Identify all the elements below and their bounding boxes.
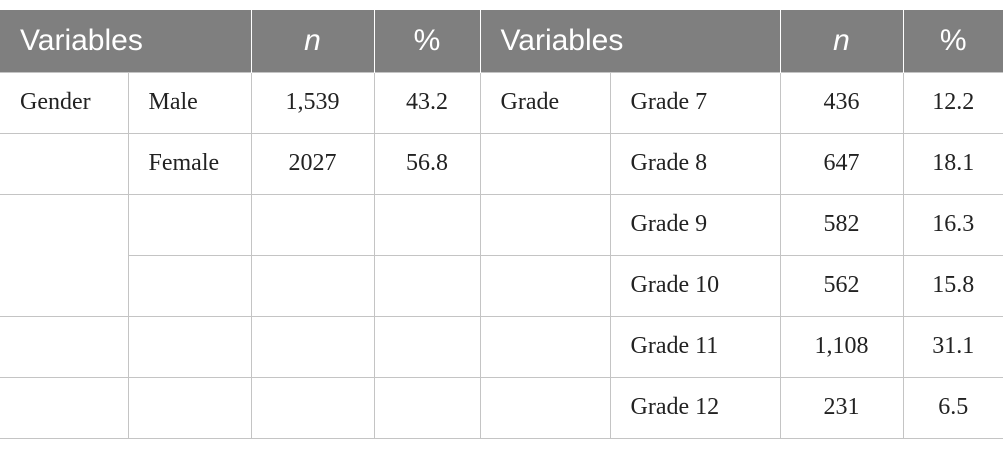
header-cell: % xyxy=(373,10,480,73)
table-cell: Male xyxy=(127,72,252,134)
table-cell xyxy=(250,377,375,439)
table-cell xyxy=(373,377,481,439)
table-cell xyxy=(0,133,129,195)
table-cell xyxy=(479,194,611,256)
table-cell: Gender xyxy=(0,72,129,134)
table-cell: Grade 12 xyxy=(609,377,781,439)
table-cell: Female xyxy=(127,133,252,195)
table-cell: 16.3 xyxy=(902,194,1003,256)
table-cell: Grade 9 xyxy=(609,194,781,256)
table-cell xyxy=(250,255,375,317)
table-cell: 231 xyxy=(779,377,904,439)
header-cell: n xyxy=(779,10,903,73)
table-cell: Grade 7 xyxy=(609,72,781,134)
table-row: Grade 11 1,108 31.1 xyxy=(0,316,1003,378)
table-row: Gender Male 1,539 43.2 Grade Grade 7 436 12.2 xyxy=(0,72,1003,134)
table-row: Grade 10 562 15.8 xyxy=(0,255,1003,317)
header-cell: n xyxy=(250,10,374,73)
table-cell: Grade 10 xyxy=(609,255,781,317)
table-cell: 18.1 xyxy=(902,133,1003,195)
table-cell xyxy=(0,194,129,317)
table-cell: 582 xyxy=(779,194,904,256)
table-cell xyxy=(127,377,252,439)
header-cell: Variables xyxy=(479,10,780,73)
table-cell: 562 xyxy=(779,255,904,317)
header-cell: Variables xyxy=(0,10,251,73)
header-row: Variables n % Variables n % xyxy=(0,10,1003,73)
table-cell: Grade 8 xyxy=(609,133,781,195)
table-cell xyxy=(128,255,252,317)
table-cell xyxy=(0,316,129,378)
table-header: Variables n % Variables n % xyxy=(0,10,1003,73)
table-cell: Grade xyxy=(479,72,611,134)
table-cell: 1,108 xyxy=(779,316,904,378)
table-cell: 15.8 xyxy=(902,255,1003,317)
table-cell xyxy=(373,194,481,256)
data-table: Variables n % Variables n % Gender Male 1,… xyxy=(0,10,1003,439)
page: Variables n % Variables n % Gender Male 1,… xyxy=(0,10,1004,467)
table-cell: 31.1 xyxy=(902,316,1003,378)
table-cell xyxy=(479,255,611,317)
table-cell: 1,539 xyxy=(250,72,375,134)
table-cell xyxy=(250,194,375,256)
table-cell xyxy=(479,316,611,378)
table-row: Grade 12 231 6.5 xyxy=(0,377,1003,439)
table-cell xyxy=(127,316,252,378)
header-cell: % xyxy=(902,10,1003,73)
table-cell xyxy=(373,316,481,378)
table-cell: Grade 11 xyxy=(609,316,781,378)
table-cell xyxy=(250,316,375,378)
table-cell: 647 xyxy=(779,133,904,195)
table-cell: 56.8 xyxy=(373,133,481,195)
table-body: Gender Male 1,539 43.2 Grade Grade 7 436 12.2 Fe… xyxy=(0,72,1003,439)
table-cell xyxy=(0,377,129,439)
table-row: Female 2027 56.8 Grade 8 647 18.1 xyxy=(0,133,1003,195)
table-cell xyxy=(127,194,252,256)
table-cell: 436 xyxy=(779,72,904,134)
table-cell xyxy=(479,377,611,439)
table-cell: 2027 xyxy=(250,133,375,195)
table-cell: 12.2 xyxy=(902,72,1003,134)
table-row: Grade 9 582 16.3 xyxy=(0,194,1003,317)
table-cell xyxy=(479,133,611,195)
table-cell: 43.2 xyxy=(373,72,481,134)
table-cell xyxy=(373,255,481,317)
table-cell: 6.5 xyxy=(902,377,1003,439)
